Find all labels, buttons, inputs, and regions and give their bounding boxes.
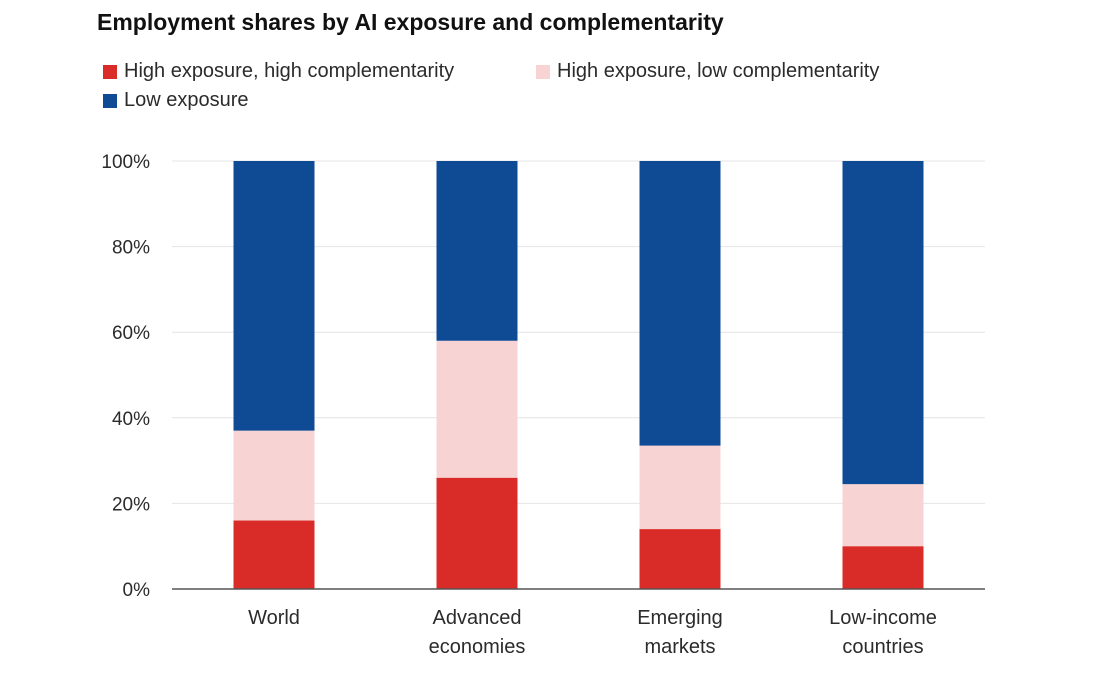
- y-tick-label: 60%: [112, 323, 150, 344]
- legend-swatch-high-low: [536, 64, 550, 79]
- bar-segment-high-high: [233, 520, 315, 589]
- legend-label-high-low: High exposure, low complementarity: [557, 60, 880, 82]
- bar-segment-high-low: [436, 340, 518, 478]
- x-category-label: Low-income countries: [829, 607, 937, 658]
- x-category-label: Emerging markets: [637, 607, 723, 658]
- bar-segment-high-low: [842, 484, 924, 547]
- legend-item-high-high: High exposure, high complementarity: [103, 60, 454, 83]
- bar-segment-high-low: [233, 430, 315, 521]
- bar-segment-low-exposure: [842, 161, 924, 485]
- x-category-label-line: economies: [429, 636, 526, 658]
- legend-swatch-high-high: [103, 64, 117, 79]
- bar-segment-high-high: [639, 529, 721, 589]
- y-tick-label: 100%: [101, 152, 150, 173]
- bar-segment-high-high: [842, 546, 924, 589]
- bar-segment-low-exposure: [639, 161, 721, 446]
- y-tick-label: 0%: [123, 580, 151, 601]
- legend-swatch-low-exposure: [103, 93, 117, 108]
- legend-label-low-exposure: Low exposure: [124, 89, 249, 111]
- x-category-label-line: Advanced: [433, 607, 522, 629]
- bar-segment-low-exposure: [233, 161, 315, 431]
- x-category-label-line: markets: [644, 636, 715, 658]
- x-category-label-line: World: [248, 607, 300, 629]
- y-tick-label: 80%: [112, 238, 150, 259]
- legend-item-low-exposure: Low exposure: [103, 89, 249, 112]
- y-tick-label: 40%: [112, 409, 150, 430]
- y-tick-label: 20%: [112, 494, 150, 515]
- x-category-label-line: Low-income: [829, 607, 937, 629]
- x-category-label-line: countries: [842, 636, 923, 658]
- legend-label-high-high: High exposure, high complementarity: [124, 60, 455, 82]
- bar-segment-high-high: [436, 477, 518, 589]
- x-category-label: World: [248, 607, 300, 629]
- bar-segment-high-low: [639, 445, 721, 530]
- x-category-label-line: Emerging: [637, 607, 723, 629]
- chart-title: Employment shares by AI exposure and com…: [97, 9, 724, 35]
- bar-segment-low-exposure: [436, 161, 518, 341]
- x-category-label: Advanced economies: [429, 607, 526, 658]
- legend-item-high-low: High exposure, low complementarity: [536, 60, 879, 83]
